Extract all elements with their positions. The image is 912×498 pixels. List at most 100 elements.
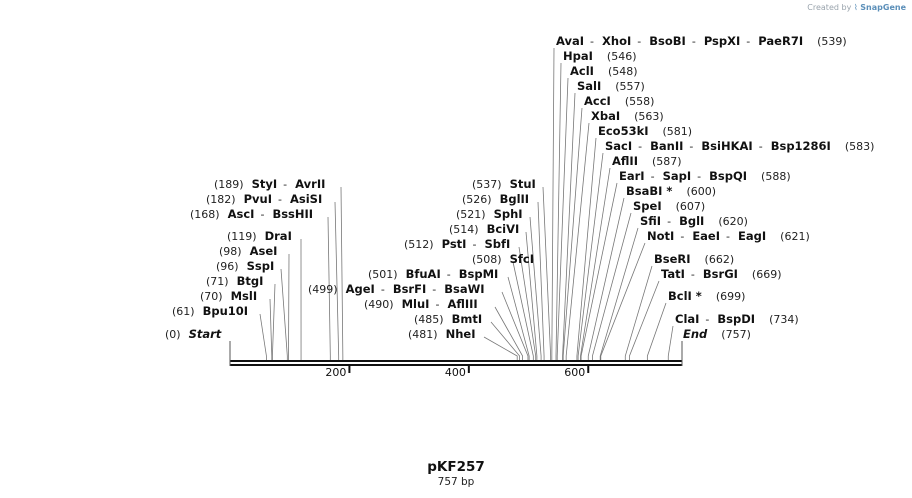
enzyme-separator: - [746, 35, 750, 48]
leader-psti [518, 246, 537, 361]
site-position: (514) [449, 223, 479, 236]
enzyme-separator: - [691, 268, 695, 281]
leader-sali [562, 92, 576, 361]
site-position: (182) [206, 193, 236, 206]
enzyme-name-drai: DraI [265, 229, 292, 243]
enzyme-name-bsp1286i: Bsp1286I [771, 139, 831, 153]
site-position: (537) [472, 178, 502, 191]
site-position: (508) [472, 253, 502, 266]
leader-msli [269, 298, 273, 361]
site-avai-xhoi-bsobi-pspxi-paer7i: AvaI - XhoI - BsoBI - PspXI - PaeR7I (539) [556, 34, 847, 48]
site-eco53ki: Eco53kI (581) [598, 124, 692, 138]
site-sali: SalI (557) [577, 79, 645, 93]
enzyme-separator: - [680, 230, 684, 243]
leader-acci [562, 107, 583, 361]
enzyme-name-clai: ClaI [675, 312, 699, 326]
enzyme-name-bgli: BglI [679, 214, 704, 228]
site-position: (620) [718, 215, 748, 228]
enzyme-name-afliii: AflIII [447, 297, 477, 311]
site-position: (563) [634, 110, 664, 123]
enzyme-name-noti: NotI [647, 229, 674, 243]
enzyme-separator: - [447, 268, 451, 281]
scale-ticks: 200 400 600 [325, 366, 590, 379]
site-sspi: (96) SspI [216, 259, 274, 273]
site-xbai: XbaI (563) [591, 109, 664, 123]
site-clai-bspdi: ClaI - BspDI (734) [675, 312, 799, 326]
site-position: (70) [200, 290, 223, 303]
enzyme-name-eco53ki: Eco53kI [598, 124, 649, 138]
enzyme-name-eagi: EagI [738, 229, 766, 243]
scale-tick-label-600: 600 [564, 366, 585, 379]
enzyme-name-spei: SpeI [633, 199, 662, 213]
site-bsabi: BsaBI * (600) [626, 184, 716, 198]
site-hpai: HpaI (546) [563, 49, 637, 63]
enzyme-name-banii: BanII [650, 139, 683, 153]
enzyme-separator: - [689, 140, 693, 153]
site-position: (699) [716, 290, 746, 303]
enzyme-name-end: End [683, 327, 708, 341]
site-position: (71) [206, 275, 229, 288]
enzyme-name-bspdi: BspDI [717, 312, 755, 326]
enzyme-name-tati: TatI [661, 267, 685, 281]
site-position: (490) [364, 298, 394, 311]
site-sphi: (521) SphI [456, 207, 523, 221]
site-position: (168) [190, 208, 220, 221]
site-bmti: (485) BmtI [414, 312, 482, 326]
enzyme-name-sapi: SapI [663, 169, 692, 183]
leader-saci [577, 152, 604, 361]
site-tati-bsrgi: TatI - BsrGI (669) [661, 267, 782, 281]
leader-avai [551, 47, 555, 361]
site-position: (662) [705, 253, 735, 266]
enzyme-name-sali: SalI [577, 79, 601, 93]
site-end: End (757) [683, 327, 751, 341]
enzyme-separator: - [697, 170, 701, 183]
site-pvui-asisi: (182) PvuI - AsiSI [206, 192, 322, 206]
site-acci: AccI (558) [584, 94, 654, 108]
enzyme-name-sphi: SphI [494, 207, 523, 221]
site-bglii: (526) BglII [462, 192, 529, 206]
site-position: (588) [761, 170, 791, 183]
enzyme-name-sfii: SfiI [640, 214, 661, 228]
site-position: (669) [752, 268, 782, 281]
scale-tick-label-400: 400 [445, 366, 466, 379]
leader-btgi [271, 283, 276, 361]
leader-bglii [537, 201, 545, 361]
enzyme-separator: - [590, 35, 594, 48]
enzyme-name-aflii: AflII [612, 154, 638, 168]
site-position: (558) [625, 95, 655, 108]
enzyme-name-xbai: XbaI [591, 109, 620, 123]
enzyme-name-agei: AgeI [346, 282, 375, 296]
site-msli: (70) MslI [200, 289, 257, 303]
leader-bcivi [525, 231, 538, 361]
enzyme-separator: - [705, 313, 709, 326]
leader-sspi [280, 268, 288, 361]
site-bseri: BseRI (662) [654, 252, 734, 266]
site-position: (119) [227, 230, 257, 243]
leader-xbai [565, 122, 590, 361]
enzyme-name-bmti: BmtI [452, 312, 483, 326]
site-mlui-afliii: (490) MluI - AflIII [364, 297, 478, 311]
enzyme-name-pvui: PvuI [244, 192, 272, 206]
leader-sfci [512, 261, 534, 361]
enzyme-name-stui: StuI [510, 177, 536, 191]
leader-lines [259, 47, 674, 361]
enzyme-separator: - [381, 283, 385, 296]
leader-clai [667, 325, 674, 361]
enzyme-name-avai: AvaI [556, 34, 584, 48]
site-sfci: (508) SfcI [472, 252, 534, 266]
enzyme-name-bfuai: BfuAI [406, 267, 441, 281]
enzyme-name-saci: SacI [605, 139, 632, 153]
site-aflii: AflII (587) [612, 154, 682, 168]
enzyme-name-eari: EarI [619, 169, 645, 183]
site-eari-sapi-bspqi: EarI - SapI - BspQI (588) [619, 169, 791, 183]
enzyme-name-bglii: BglII [500, 192, 530, 206]
leader-aflii [580, 167, 611, 361]
enzyme-name-bspmi: BspMI [459, 267, 499, 281]
enzyme-name-paer7i: PaeR7I [758, 34, 803, 48]
site-drai: (119) DraI [227, 229, 292, 243]
enzyme-separator: - [435, 298, 439, 311]
enzyme-name-eaei: EaeI [692, 229, 720, 243]
enzyme-name-mlui: MluI [402, 297, 430, 311]
enzyme-separator: - [283, 178, 287, 191]
